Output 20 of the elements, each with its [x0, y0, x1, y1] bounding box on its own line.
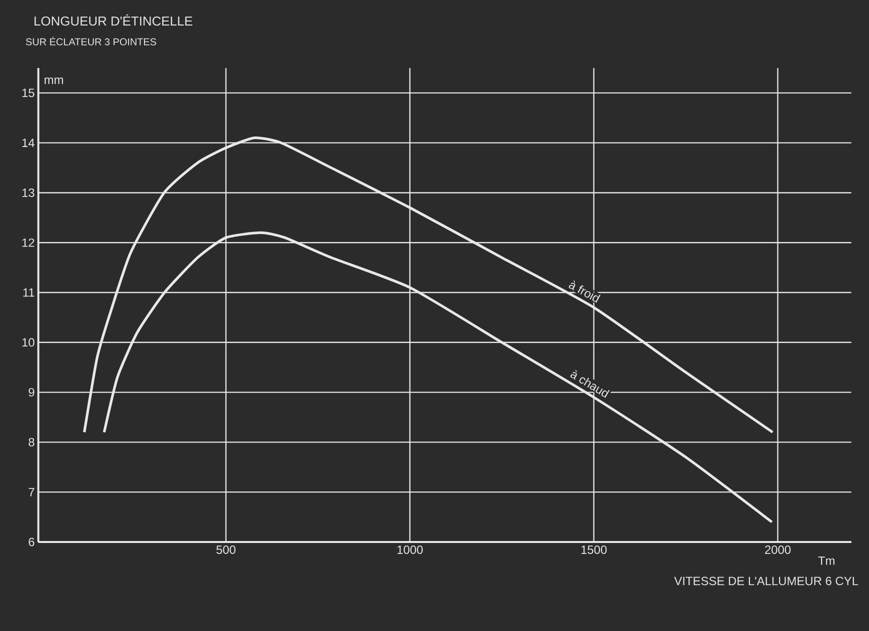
text: Tm [818, 556, 834, 565]
chart-title: LONGUEUR D'ÉTINCELLE [34, 14, 192, 26]
x-tick-label: 500 [216, 546, 236, 554]
y-tick-label: 6 [28, 538, 34, 546]
x-tick-label: 1000 [397, 546, 423, 554]
text: à froid [568, 280, 600, 303]
x-axis-title: VITESSE DE L'ALLUMEUR 6 CYL [674, 576, 858, 586]
y-tick-label: 8 [28, 438, 34, 446]
chart-subtitle: SUR ÉCLATEUR 3 POINTES [26, 36, 156, 46]
y-tick-label: 11 [23, 288, 34, 297]
x-tick-label: 1500 [581, 546, 607, 554]
y-tick-label: 13 [22, 188, 34, 197]
y-tick-label: 10 [22, 338, 34, 347]
y-tick-label: 12 [22, 238, 34, 247]
y-tick-label: 15 [22, 88, 34, 98]
y-tick-label: 9 [28, 388, 34, 397]
x-tick-label: 2000 [765, 546, 791, 554]
y-axis-title: mm [44, 78, 63, 84]
y-tick-label: 7 [28, 488, 34, 496]
y-tick-label: 14 [22, 138, 34, 147]
